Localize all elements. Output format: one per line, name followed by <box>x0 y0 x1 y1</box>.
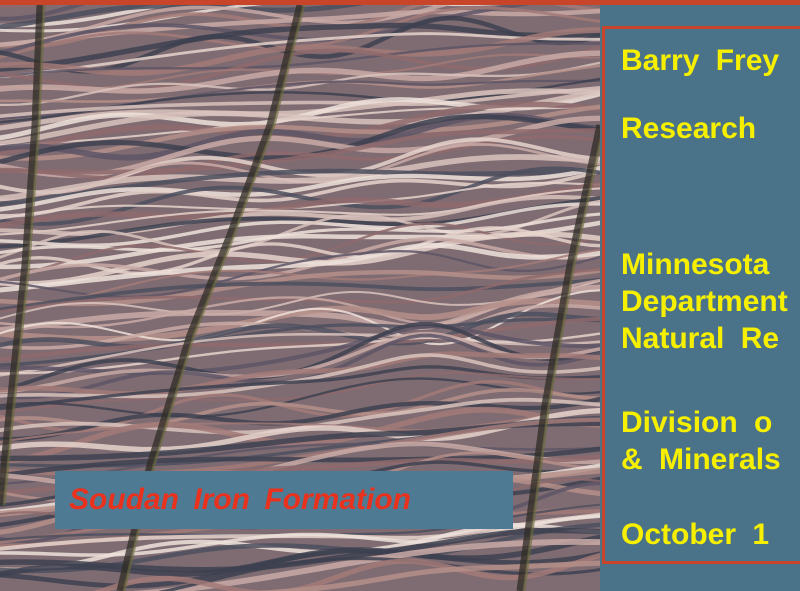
presenter-title: Research <box>621 112 757 145</box>
rock-band <box>0 22 600 72</box>
rock-fracture-edge <box>2 5 46 506</box>
rock-band <box>0 5 532 55</box>
rock-band <box>0 27 600 76</box>
rock-fracture <box>516 124 600 591</box>
rock-band <box>0 316 600 362</box>
rock-fracture-edge <box>522 136 600 591</box>
rock-band <box>0 202 600 248</box>
rock-band <box>0 50 600 94</box>
rock-band <box>0 406 600 465</box>
division-line-1: Division o <box>621 406 773 439</box>
rock-band <box>0 32 600 79</box>
rock-band <box>0 514 600 557</box>
rock-band <box>132 538 600 591</box>
rock-band <box>0 548 600 589</box>
rock-band <box>0 298 600 342</box>
presenter-name: Barry Frey <box>621 44 780 77</box>
rock-band <box>0 195 600 236</box>
rock-band <box>0 61 600 107</box>
rock-band <box>0 5 172 28</box>
rock-band <box>0 85 600 119</box>
rock-band <box>0 371 600 414</box>
photo-caption: Soudan Iron Formation <box>69 483 411 516</box>
rock-band <box>0 407 600 443</box>
rock-band <box>0 106 600 147</box>
rock-band <box>0 222 600 279</box>
rock-band <box>0 333 600 377</box>
rock-band <box>0 42 600 78</box>
organization-line-1: Minnesota <box>621 248 770 281</box>
rock-band <box>0 166 600 226</box>
organization-line-2: Department <box>621 285 788 318</box>
rock-band <box>0 277 600 312</box>
rock-band <box>158 557 600 591</box>
rock-band <box>0 154 600 202</box>
rock-band <box>258 560 600 591</box>
rock-band <box>0 317 600 367</box>
caption-box: Soudan Iron Formation <box>55 471 513 529</box>
rock-band <box>0 351 600 397</box>
rock-band <box>0 199 600 259</box>
presentation-date: October 1 <box>621 518 770 551</box>
division-line-2: & Minerals <box>621 443 781 476</box>
rock-band <box>0 324 600 375</box>
info-panel: Barry Frey Research Minnesota Department… <box>602 26 800 564</box>
rock-fracture <box>0 5 44 506</box>
rock-band <box>0 165 600 212</box>
rock-band <box>0 242 600 293</box>
organization-line-3: Natural Re <box>621 322 780 355</box>
rock-band <box>0 89 600 147</box>
rock-band <box>0 128 600 175</box>
top-border <box>0 0 800 5</box>
rock-band <box>0 237 600 282</box>
